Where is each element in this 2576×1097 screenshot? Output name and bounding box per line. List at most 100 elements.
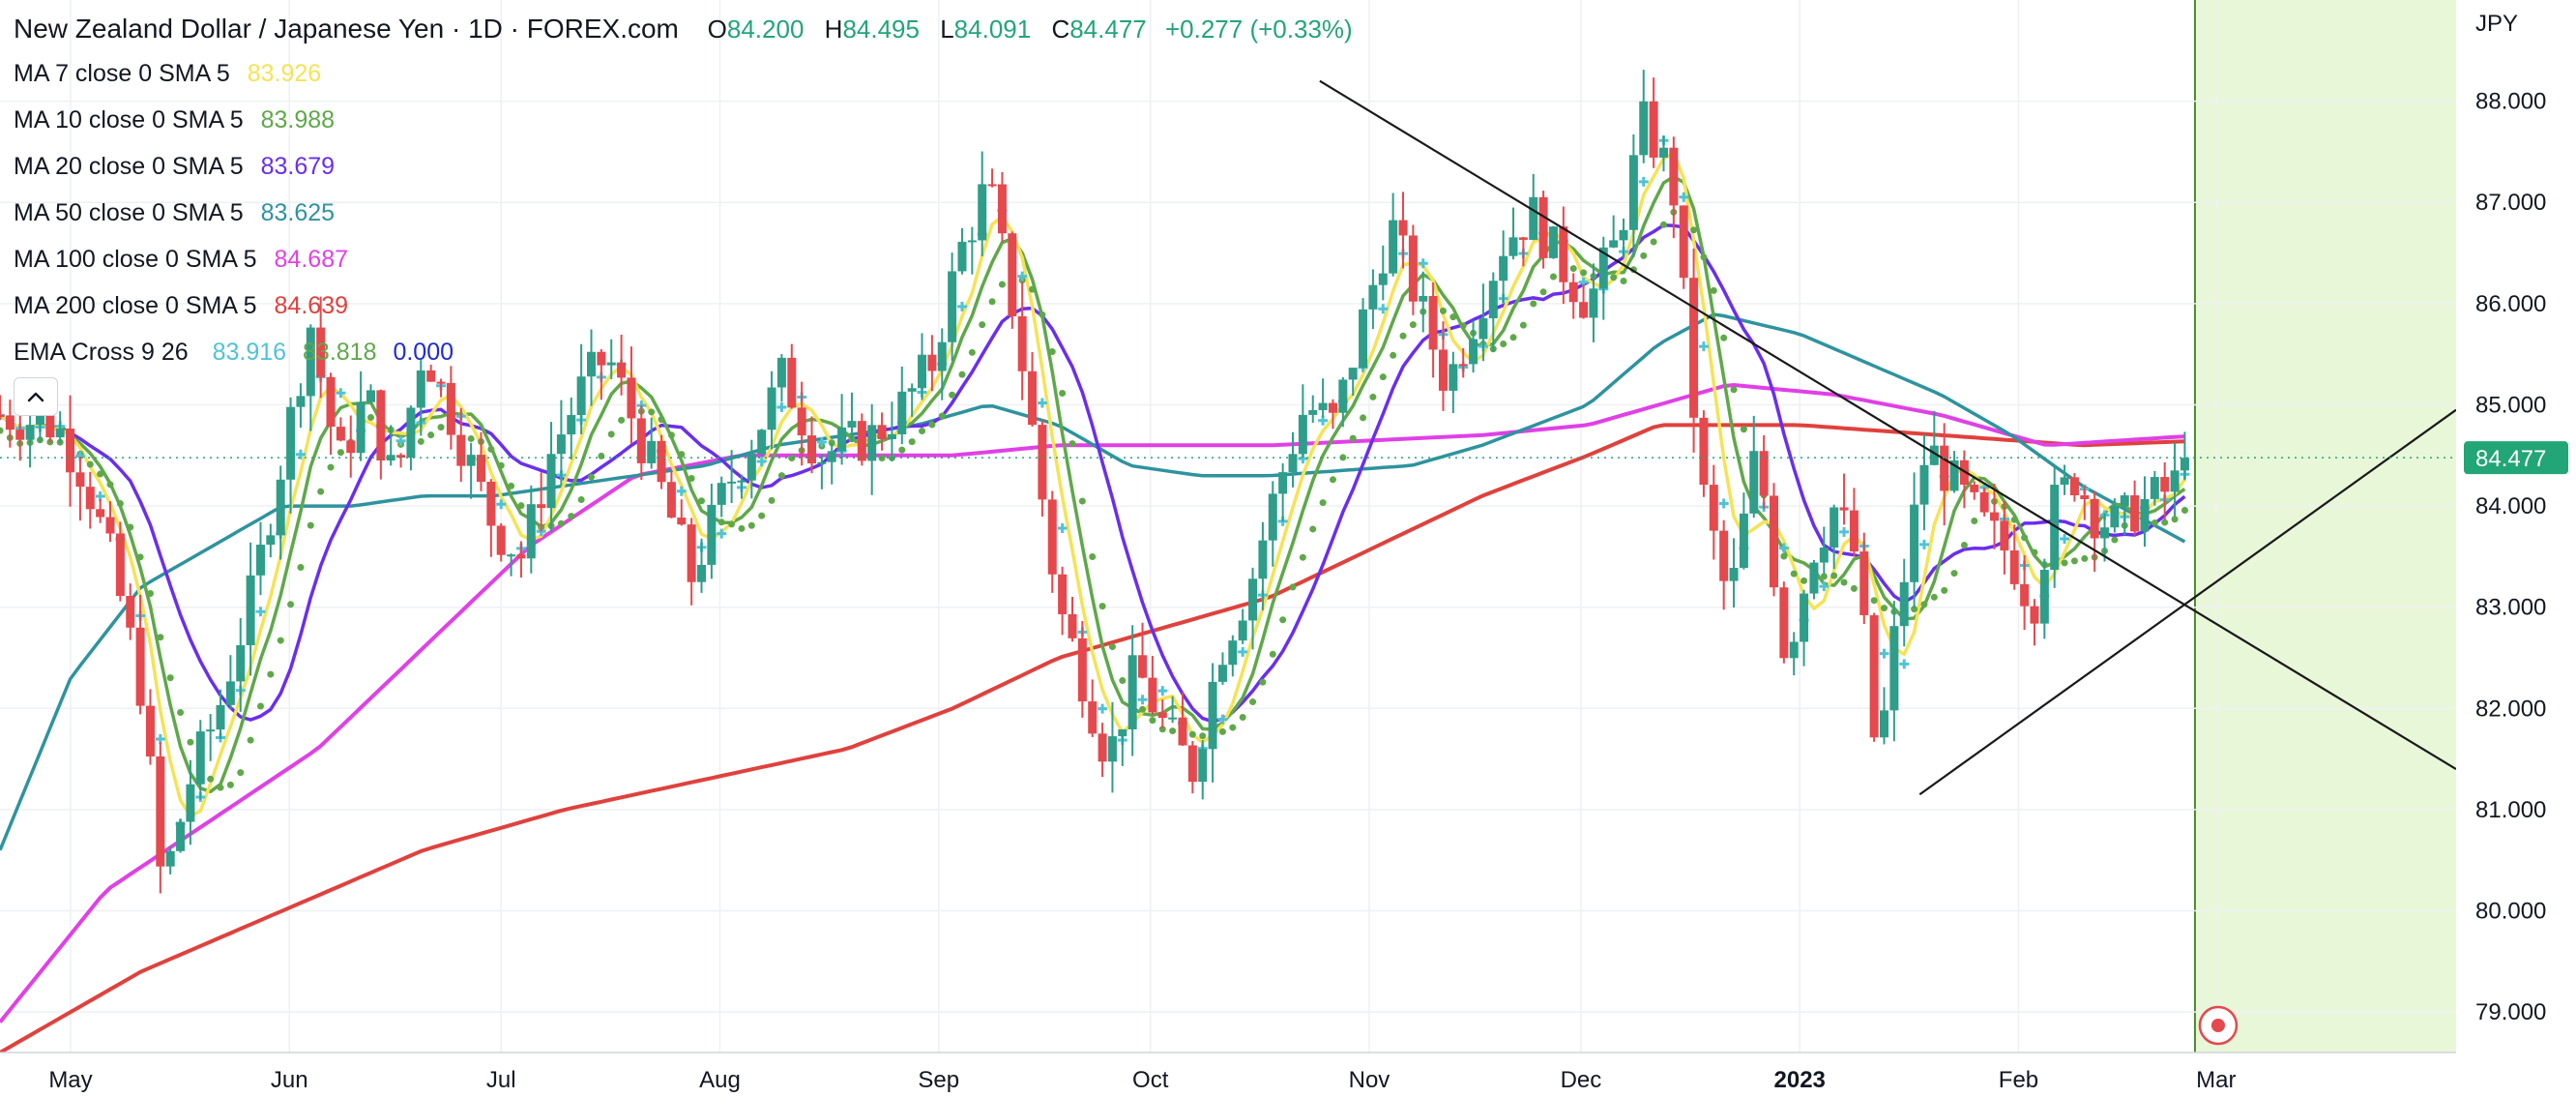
candle-body bbox=[66, 429, 75, 473]
candle-body bbox=[1699, 417, 1709, 486]
ema-dot bbox=[1780, 552, 1788, 560]
candle bbox=[2150, 470, 2159, 506]
candle-body bbox=[2180, 458, 2189, 471]
candle-body bbox=[1187, 745, 1197, 783]
ema-dot bbox=[1399, 332, 1407, 340]
candle-body bbox=[1579, 302, 1589, 318]
candle bbox=[767, 371, 776, 450]
ema-dot bbox=[1620, 278, 1627, 285]
ema-dot bbox=[1048, 348, 1056, 356]
candle bbox=[225, 655, 235, 710]
ema-dot bbox=[136, 553, 144, 561]
candle bbox=[1038, 419, 1047, 518]
candle bbox=[2170, 442, 2180, 517]
ema-cross-marker bbox=[1418, 258, 1428, 269]
candle-body bbox=[75, 472, 85, 488]
indicator-ema-cross[interactable]: EMA Cross 9 26 83.916 83.818 0.000 bbox=[14, 329, 1353, 375]
candle bbox=[115, 521, 125, 602]
candle-body bbox=[466, 455, 476, 466]
candle bbox=[1508, 207, 1518, 260]
ema-dot bbox=[2151, 519, 2158, 526]
candle-body bbox=[507, 554, 516, 557]
price-tick-label: 83.000 bbox=[2475, 595, 2546, 621]
candle bbox=[967, 226, 977, 275]
candle-body bbox=[1077, 637, 1087, 702]
candle-body bbox=[1017, 315, 1027, 371]
ema-cross-marker bbox=[1638, 176, 1649, 187]
candle bbox=[1168, 696, 1178, 724]
symbol-title[interactable]: New Zealand Dollar / Japanese Yen · 1D ·… bbox=[14, 14, 679, 44]
candle bbox=[1157, 698, 1167, 728]
candle bbox=[2090, 490, 2099, 573]
ema-dot bbox=[1229, 724, 1237, 731]
candle bbox=[1077, 621, 1087, 718]
ema-dot bbox=[1911, 606, 1918, 613]
candle-body bbox=[1619, 229, 1628, 241]
candle-body bbox=[1639, 101, 1649, 156]
candle-body bbox=[2020, 583, 2030, 607]
ema-dot bbox=[1920, 601, 1928, 608]
candle bbox=[887, 401, 896, 461]
candle-body bbox=[1628, 155, 1638, 230]
candle bbox=[1929, 410, 1939, 465]
candle bbox=[1899, 558, 1909, 647]
candle bbox=[1047, 490, 1057, 593]
ema-dot bbox=[287, 601, 295, 608]
candle bbox=[2060, 464, 2069, 495]
high-value: 84.495 bbox=[842, 15, 920, 44]
ema-dot bbox=[1218, 727, 1226, 735]
candle-body bbox=[55, 429, 65, 438]
ema-dot bbox=[1439, 307, 1447, 314]
candle bbox=[1819, 526, 1829, 575]
candle-body bbox=[546, 454, 556, 509]
record-icon[interactable] bbox=[2198, 1005, 2239, 1046]
candle-body bbox=[2120, 495, 2129, 507]
candle-body bbox=[767, 387, 776, 430]
ema-dot bbox=[607, 430, 615, 438]
indicator-ma7[interactable]: MA 7 close 0 SMA 5 83.926 bbox=[14, 50, 1353, 97]
candle-body bbox=[446, 382, 455, 435]
candle bbox=[2100, 513, 2110, 562]
indicator-label: MA 10 close 0 SMA 5 bbox=[14, 106, 244, 133]
candle-body bbox=[1929, 445, 1939, 465]
indicator-ma20[interactable]: MA 20 close 0 SMA 5 83.679 bbox=[14, 143, 1353, 190]
candle bbox=[1769, 483, 1778, 597]
candle bbox=[1398, 192, 1408, 269]
candle bbox=[1499, 230, 1508, 304]
ema-dot bbox=[166, 674, 174, 682]
candle bbox=[867, 403, 877, 495]
ema-dot bbox=[1700, 253, 1708, 261]
candle-body bbox=[657, 440, 666, 483]
indicator-ma10[interactable]: MA 10 close 0 SMA 5 83.988 bbox=[14, 97, 1353, 143]
candle-body bbox=[2130, 495, 2140, 532]
ohlc-values: O84.200 H84.495 L84.091 C84.477 +0.277 (… bbox=[708, 15, 1353, 44]
candle-body bbox=[1208, 681, 1217, 750]
candle bbox=[1559, 206, 1568, 305]
candle-body bbox=[617, 362, 627, 378]
candle-body bbox=[1217, 665, 1227, 682]
candle-body bbox=[817, 461, 827, 464]
candle-body bbox=[2050, 485, 2060, 570]
candle-body bbox=[707, 504, 717, 565]
ema-value-3: 0.000 bbox=[393, 339, 454, 366]
candle bbox=[1338, 377, 1348, 428]
candle bbox=[787, 343, 797, 409]
indicator-ma200[interactable]: MA 200 close 0 SMA 5 84.639 bbox=[14, 282, 1353, 329]
candle-body bbox=[326, 376, 336, 428]
ema-dot bbox=[1800, 577, 1808, 584]
candle bbox=[1469, 320, 1478, 373]
indicator-ma100[interactable]: MA 100 close 0 SMA 5 84.687 bbox=[14, 236, 1353, 282]
candle-body bbox=[597, 351, 606, 366]
ema-dot bbox=[1519, 321, 1527, 329]
candle bbox=[75, 457, 85, 521]
candle-body bbox=[746, 454, 756, 481]
candle bbox=[677, 499, 687, 526]
collapse-legend-button[interactable] bbox=[14, 377, 58, 416]
indicator-ma50[interactable]: MA 50 close 0 SMA 5 83.625 bbox=[14, 190, 1353, 236]
candle-body bbox=[2039, 569, 2049, 624]
ema-cross-marker bbox=[1918, 539, 1929, 549]
candle-body bbox=[1068, 613, 1077, 638]
ema-dot bbox=[187, 738, 194, 746]
candle bbox=[1889, 601, 1899, 742]
